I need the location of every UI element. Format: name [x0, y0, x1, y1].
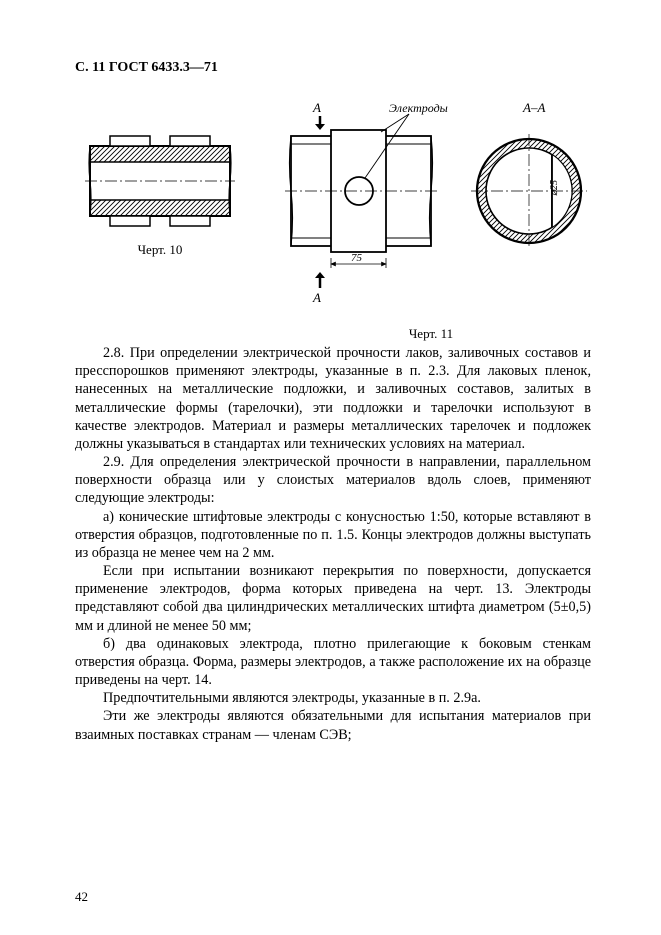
section-aa-label: А–А [522, 100, 545, 115]
page-number: 42 [75, 889, 88, 905]
figure-10-caption: Черт. 10 [75, 242, 245, 258]
para-a-cont: Если при испытании возникают перекрытия … [75, 562, 591, 635]
para-pref: Предпочтительными являются электроды, ук… [75, 689, 591, 707]
electrodes-label: Электроды [389, 101, 448, 115]
dim-d25: ⌀25 [549, 180, 560, 196]
figure-11-svg: А Электроды А–А [271, 96, 591, 316]
para-a: а) конические штифтовые электроды с кону… [75, 508, 591, 563]
marker-a-top: А [312, 100, 321, 115]
figure-11: А Электроды А–А [271, 96, 591, 342]
figure-10: Черт. 10 [75, 126, 245, 258]
para-b: б) два одинаковых электрода, плотно прил… [75, 635, 591, 690]
figure-11-caption: Черт. 11 [271, 326, 591, 342]
para-2-8: 2.8. При определении электрической прочн… [75, 344, 591, 453]
figure-10-svg [80, 126, 240, 236]
body-text: 2.8. При определении электрической прочн… [75, 344, 591, 744]
dim-75: 75 [351, 252, 363, 264]
marker-a-bot: А [312, 290, 321, 305]
page-header: С. 11 ГОСТ 6433.3—71 [75, 60, 591, 76]
figures-row: Черт. 10 А [75, 96, 591, 336]
para-final: Эти же электроды являются обязательными … [75, 707, 591, 743]
para-2-9: 2.9. Для определения электрической прочн… [75, 453, 591, 508]
